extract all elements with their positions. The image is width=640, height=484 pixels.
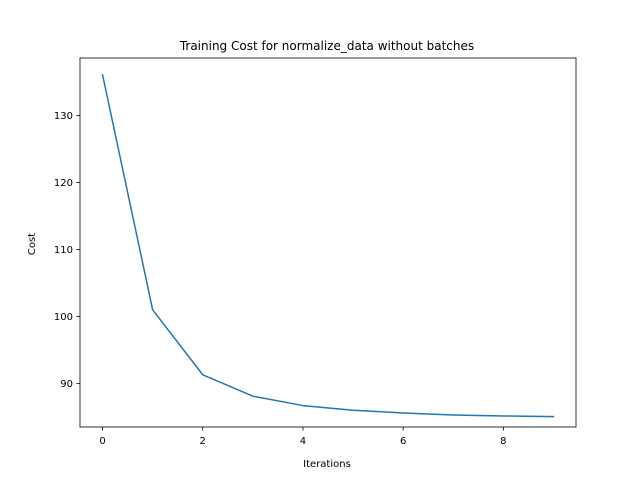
x-tick-label: 0 (99, 436, 105, 447)
x-tick-label: 6 (400, 436, 406, 447)
y-tick-label: 90 (60, 379, 73, 390)
x-tick-label: 4 (300, 436, 306, 447)
y-axis-label: Cost (27, 233, 38, 255)
y-tick-label: 110 (54, 245, 73, 256)
plot-area: 0 2 4 6 8 90 100 110 120 130 (54, 58, 576, 447)
x-tick-label: 8 (500, 436, 506, 447)
chart-title: Training Cost for normalize_data without… (179, 39, 474, 53)
y-tick-label: 120 (54, 178, 73, 189)
y-tick-label: 100 (54, 312, 73, 323)
plot-frame (80, 58, 576, 427)
x-axis-label: Iterations (303, 459, 351, 470)
series-line (103, 75, 554, 417)
x-tick-label: 2 (200, 436, 206, 447)
y-tick-label: 130 (54, 111, 73, 122)
